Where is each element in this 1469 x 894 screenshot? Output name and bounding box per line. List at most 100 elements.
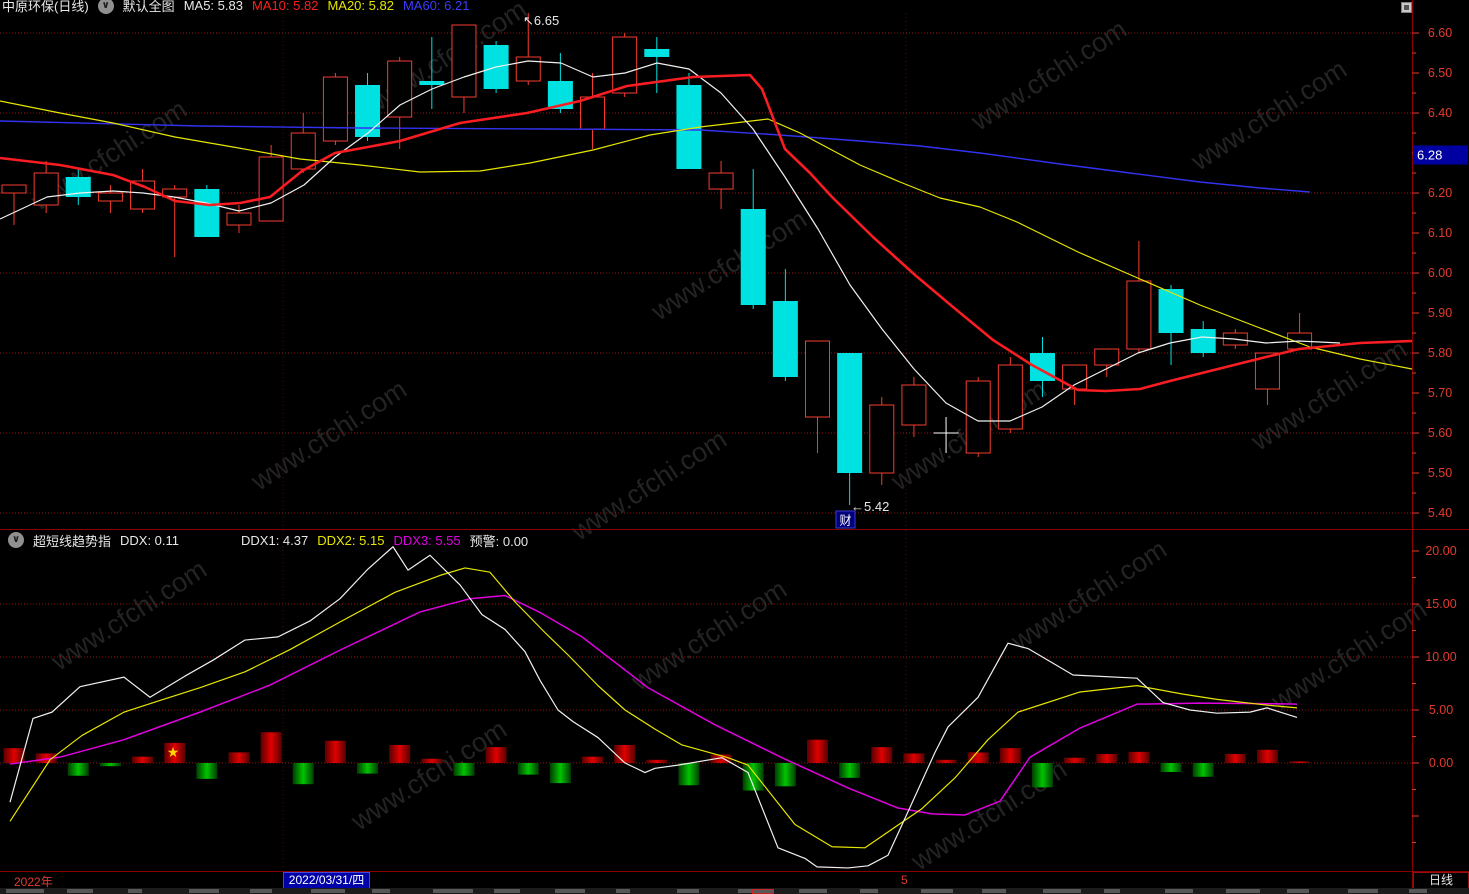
candle-up	[805, 340, 830, 418]
ddx3-line	[9, 594, 1298, 816]
ma60-line	[0, 120, 1311, 193]
candle-down	[355, 85, 381, 137]
price-axis-label: 5.40	[1428, 506, 1452, 520]
ddx-bar-positive	[35, 753, 57, 763]
toolbar-item-clipped[interactable]	[1287, 889, 1309, 893]
preset-label[interactable]: 默认全图	[122, 0, 175, 14]
toolbar-item-clipped[interactable]	[860, 889, 878, 893]
ma20-value: MA20: 5.82	[327, 0, 394, 13]
ddx-bar-negative	[742, 763, 764, 791]
ddx-axis-label: 20.00	[1425, 544, 1456, 558]
ddx-axis-label: 10.00	[1425, 650, 1456, 664]
candle-down	[419, 81, 445, 85]
toolbar-item-clipped[interactable]	[433, 889, 473, 893]
ddx2-value: DDX2: 5.15	[317, 532, 385, 548]
toolbar-item-clipped[interactable]	[6, 889, 44, 893]
toolbar-item-clipped[interactable]	[189, 889, 219, 893]
candle-down	[644, 49, 670, 57]
star-signal: ★	[167, 744, 180, 760]
stock-title: 中原环保(日线)	[2, 0, 89, 14]
ddx-bar-negative	[549, 763, 571, 784]
ddx-bar-positive	[1128, 751, 1150, 763]
toolbar-item-clipped[interactable]	[1409, 889, 1427, 893]
price-axis-label: 6.40	[1428, 106, 1452, 120]
toolbar-item-clipped[interactable]	[250, 889, 272, 893]
ddx-bar-positive	[421, 758, 443, 763]
ddx-bar-positive	[1289, 761, 1311, 763]
candle-up	[580, 96, 606, 130]
toolbar-item-clipped[interactable]	[311, 889, 345, 893]
toolbar-item-active[interactable]	[752, 889, 774, 894]
toolbar-item-clipped[interactable]	[67, 889, 93, 893]
price-axis-label: 5.50	[1428, 466, 1452, 480]
price-axis-label: 6.00	[1428, 266, 1452, 280]
toolbar-item-clipped[interactable]	[921, 889, 953, 893]
toolbar-item-clipped[interactable]	[1226, 889, 1260, 893]
toolbar-item-clipped[interactable]	[128, 889, 142, 893]
toolbar-item-clipped[interactable]	[677, 889, 699, 893]
toolbar-item-clipped[interactable]	[799, 889, 827, 893]
ddx-bar-negative	[839, 763, 861, 778]
ddx-bar-positive	[614, 744, 636, 763]
ddx-bar-negative	[774, 763, 796, 787]
ma5-line	[0, 60, 1341, 422]
toolbar-item-clipped[interactable]	[738, 889, 774, 893]
price-annotation: ←5.42	[851, 499, 889, 514]
toolbar-item-clipped[interactable]	[1165, 889, 1193, 893]
toolbar-item-clipped[interactable]	[555, 889, 585, 893]
candle-up	[451, 24, 477, 98]
price-axis-label: 6.10	[1428, 226, 1452, 240]
candle-up	[322, 76, 348, 142]
last-price-highlight	[1413, 145, 1468, 165]
last-price-value: 6.28	[1417, 148, 1442, 163]
ddx-bar-positive	[228, 752, 250, 763]
ma5-value: MA5: 5.83	[183, 0, 243, 13]
indicator-name[interactable]: 超短线趋势指	[33, 533, 112, 549]
toolbar-item-clipped[interactable]	[1104, 889, 1120, 893]
price-annotation: ↖6.65	[523, 13, 559, 28]
ddx-bar-positive	[164, 742, 186, 763]
candle-up	[1126, 280, 1152, 350]
candle-down	[837, 353, 863, 473]
price-axis-label: 5.60	[1428, 426, 1452, 440]
ddx-bar-negative	[453, 763, 475, 776]
candle-up	[997, 364, 1023, 430]
price-axis-label: 5.70	[1428, 386, 1452, 400]
candle-down	[1190, 329, 1216, 353]
bottom-toolbar[interactable]	[0, 888, 1469, 894]
ddx-bar-positive	[967, 752, 989, 763]
toolbar-item-clipped[interactable]	[494, 889, 520, 893]
period-selector[interactable]: 日线	[1413, 872, 1469, 889]
candle-up	[226, 212, 252, 226]
candle-up	[1094, 348, 1120, 366]
candle-up	[1, 184, 27, 194]
axis-corner-icon[interactable]	[1401, 2, 1412, 13]
ddx-bar-negative	[196, 763, 218, 779]
ddx-bar-positive	[871, 747, 893, 763]
ddx-bar-positive	[999, 748, 1021, 763]
candle-up	[708, 172, 734, 190]
toolbar-item-clipped[interactable]	[372, 889, 390, 893]
ddx-bar-negative	[1192, 763, 1214, 777]
chevron-down-icon[interactable]: ∨	[8, 532, 24, 548]
candle-up	[1062, 364, 1088, 390]
ddx-bar-positive	[646, 759, 668, 763]
candle-up	[387, 60, 413, 118]
toolbar-item-clipped[interactable]	[1348, 889, 1378, 893]
ddx-bar-positive	[389, 744, 411, 763]
chevron-down-icon[interactable]: ∨	[97, 0, 114, 14]
ddx-bar-negative	[1031, 763, 1053, 788]
toolbar-item-clipped[interactable]	[982, 889, 1006, 893]
toolbar-item-clipped[interactable]	[1043, 889, 1081, 893]
ddx-bar-positive	[935, 759, 957, 763]
toolbar-item-clipped[interactable]	[616, 889, 630, 893]
indicator-header: ∨ 超短线趋势指 DDX: 0.11 DDX1: 4.37 DDX2: 5.15…	[8, 531, 537, 549]
ddx-bar-negative	[357, 763, 379, 774]
ma10-value: MA10: 5.82	[251, 0, 319, 13]
event-marker-box	[835, 510, 856, 529]
ddx3-value: DDX3: 5.55	[393, 532, 461, 548]
ddx-bar-negative	[67, 763, 89, 776]
ddx-bar-positive	[1096, 753, 1118, 763]
month-label: 5	[901, 873, 908, 887]
